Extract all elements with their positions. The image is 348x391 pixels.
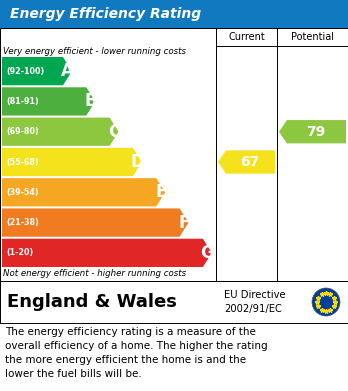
Polygon shape <box>2 208 189 237</box>
Text: B: B <box>85 92 97 110</box>
Polygon shape <box>2 118 119 146</box>
Text: E: E <box>155 183 166 201</box>
Text: overall efficiency of a home. The higher the rating: overall efficiency of a home. The higher… <box>5 341 268 351</box>
Text: 79: 79 <box>306 125 325 139</box>
Text: G: G <box>200 244 214 262</box>
Text: (39-54): (39-54) <box>6 188 39 197</box>
Bar <box>0 0 348 28</box>
Text: Energy Efficiency Rating: Energy Efficiency Rating <box>10 7 201 21</box>
Text: Current: Current <box>228 32 265 42</box>
Text: the more energy efficient the home is and the: the more energy efficient the home is an… <box>5 355 246 365</box>
Text: (81-91): (81-91) <box>6 97 39 106</box>
Bar <box>0 28 348 281</box>
Polygon shape <box>279 120 346 143</box>
Polygon shape <box>2 57 72 85</box>
Text: C: C <box>108 123 120 141</box>
Text: (1-20): (1-20) <box>6 248 33 257</box>
Text: 67: 67 <box>240 155 259 169</box>
Text: (21-38): (21-38) <box>6 218 39 227</box>
Polygon shape <box>2 239 212 267</box>
Polygon shape <box>2 148 142 176</box>
Text: (92-100): (92-100) <box>6 66 44 75</box>
Text: England & Wales: England & Wales <box>7 293 177 311</box>
Text: Not energy efficient - higher running costs: Not energy efficient - higher running co… <box>3 269 186 278</box>
Bar <box>0 281 348 323</box>
Circle shape <box>312 288 340 316</box>
Text: Potential: Potential <box>291 32 334 42</box>
Text: Very energy efficient - lower running costs: Very energy efficient - lower running co… <box>3 47 186 56</box>
Text: lower the fuel bills will be.: lower the fuel bills will be. <box>5 369 142 379</box>
Text: D: D <box>130 153 144 171</box>
Text: A: A <box>61 62 74 80</box>
Text: EU Directive
2002/91/EC: EU Directive 2002/91/EC <box>224 290 286 314</box>
Polygon shape <box>2 87 95 116</box>
Polygon shape <box>218 151 275 174</box>
Polygon shape <box>2 178 165 206</box>
Text: (55-68): (55-68) <box>6 158 39 167</box>
Text: (69-80): (69-80) <box>6 127 39 136</box>
Text: The energy efficiency rating is a measure of the: The energy efficiency rating is a measur… <box>5 327 256 337</box>
Text: F: F <box>179 213 190 231</box>
